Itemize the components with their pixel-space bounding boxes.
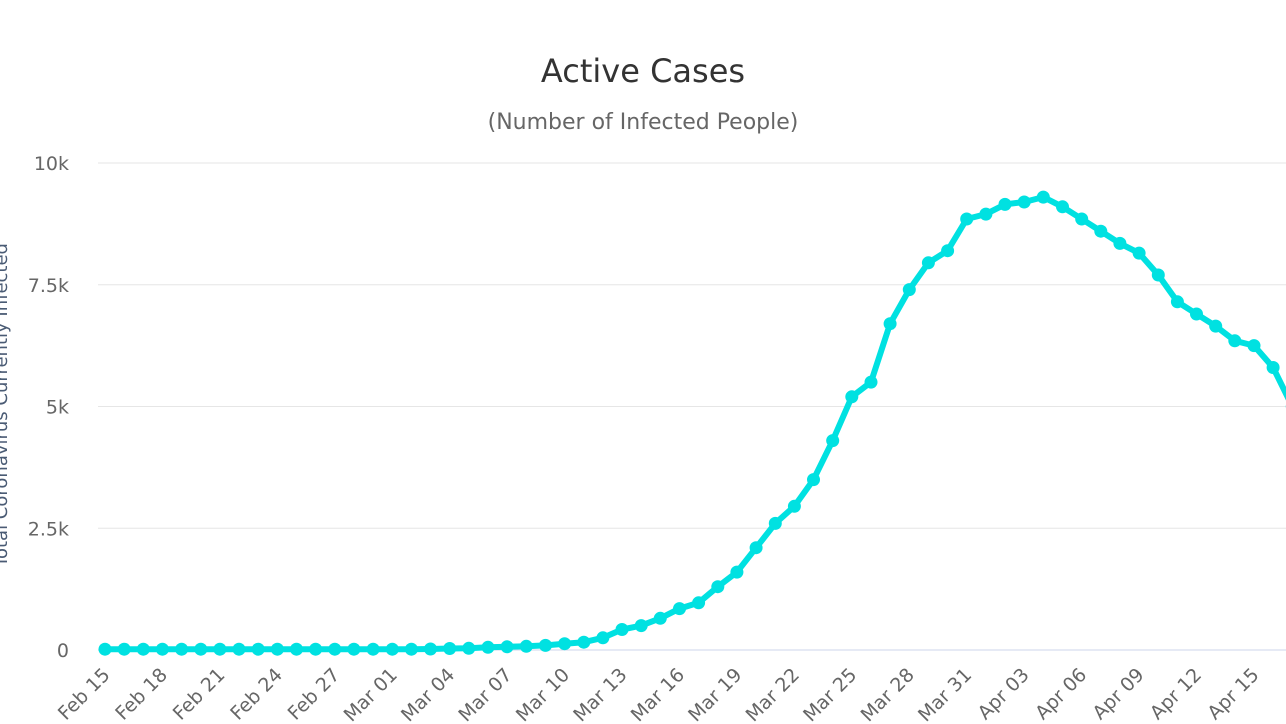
x-tick-label: Feb 27 — [284, 664, 345, 724]
y-tick-label: 0 — [57, 640, 69, 662]
y-tick-label: 7.5k — [28, 275, 69, 297]
data-point[interactable] — [653, 611, 667, 625]
series-line — [102, 194, 1286, 653]
chart-subtitle: (Number of Infected People) — [487, 110, 799, 135]
data-point[interactable] — [519, 639, 533, 653]
x-tick-label: Feb 18 — [111, 664, 172, 724]
data-point[interactable] — [309, 642, 323, 656]
data-point[interactable] — [826, 434, 840, 448]
chart-title: Active Cases — [540, 52, 746, 90]
x-tick-label: Apr 06 — [1031, 664, 1091, 724]
data-point[interactable] — [1190, 307, 1203, 321]
x-tick-label: Apr 15 — [1203, 664, 1263, 724]
y-tick-label: 10k — [34, 153, 69, 175]
data-point[interactable] — [558, 637, 572, 651]
x-tick-label: Apr 12 — [1146, 664, 1206, 724]
data-point[interactable] — [194, 642, 208, 656]
x-tick-label: Apr 09 — [1088, 664, 1148, 724]
data-point[interactable] — [385, 642, 399, 656]
y-axis-ticks: 0 2.5k 5k 7.5k 10k — [28, 153, 69, 662]
data-point[interactable] — [1266, 361, 1280, 374]
x-tick-label: Mar 07 — [454, 664, 516, 724]
data-point[interactable] — [1113, 236, 1127, 250]
data-point[interactable] — [673, 602, 686, 616]
data-point[interactable] — [481, 640, 495, 654]
data-point[interactable] — [577, 635, 591, 649]
y-tick-label: 5k — [46, 397, 69, 419]
x-tick-label: Apr 03 — [974, 664, 1034, 724]
x-tick-label: Mar 19 — [684, 664, 746, 724]
data-point[interactable] — [596, 631, 610, 645]
data-point[interactable] — [500, 640, 514, 654]
data-point[interactable] — [424, 642, 437, 656]
data-point[interactable] — [98, 642, 112, 656]
data-point[interactable] — [768, 516, 782, 530]
series-layer — [98, 190, 1286, 656]
x-tick-label: Feb 21 — [169, 664, 230, 724]
data-point[interactable] — [366, 642, 380, 656]
data-point[interactable] — [730, 565, 744, 579]
data-point[interactable] — [711, 580, 725, 594]
data-point[interactable] — [328, 642, 342, 656]
data-point[interactable] — [692, 596, 706, 610]
data-point[interactable] — [404, 642, 418, 656]
x-tick-label: Mar 22 — [742, 664, 804, 724]
data-point[interactable] — [864, 375, 878, 389]
y-tick-label: 2.5k — [28, 518, 69, 540]
x-tick-label: Mar 28 — [857, 664, 919, 724]
data-point[interactable] — [1036, 190, 1050, 204]
x-tick-label: Apr — [1282, 664, 1286, 703]
data-point[interactable] — [1094, 224, 1108, 238]
data-point[interactable] — [921, 256, 935, 270]
data-point[interactable] — [290, 642, 303, 656]
data-point[interactable] — [136, 642, 150, 656]
data-point[interactable] — [960, 212, 974, 226]
data-point[interactable] — [1170, 295, 1184, 309]
data-point[interactable] — [539, 638, 552, 652]
x-tick-label: Mar 04 — [397, 664, 459, 724]
x-tick-label: Mar 16 — [627, 664, 689, 724]
data-point[interactable] — [634, 619, 648, 633]
data-point[interactable] — [1228, 334, 1242, 348]
x-tick-label: Feb 24 — [226, 664, 287, 724]
data-point[interactable] — [1075, 212, 1089, 226]
data-point[interactable] — [998, 197, 1012, 211]
data-point[interactable] — [443, 642, 457, 655]
data-point[interactable] — [251, 642, 265, 656]
data-point[interactable] — [1017, 195, 1031, 209]
x-tick-label: Mar 31 — [914, 664, 976, 724]
data-point[interactable] — [883, 317, 897, 331]
data-point[interactable] — [1132, 246, 1146, 260]
data-point[interactable] — [1056, 200, 1069, 214]
data-point[interactable] — [749, 541, 763, 555]
data-point[interactable] — [615, 623, 629, 636]
data-point[interactable] — [1247, 339, 1261, 353]
data-point[interactable] — [807, 473, 820, 487]
data-point[interactable] — [155, 642, 169, 656]
data-point[interactable] — [979, 207, 993, 221]
data-point[interactable] — [462, 641, 476, 655]
data-point[interactable] — [232, 642, 246, 656]
x-tick-label: Mar 01 — [340, 664, 402, 724]
x-tick-label: Mar 25 — [799, 664, 861, 724]
data-point[interactable] — [1209, 319, 1223, 333]
data-point[interactable] — [787, 499, 801, 513]
data-point[interactable] — [902, 283, 916, 297]
data-point[interactable] — [270, 642, 284, 656]
data-point[interactable] — [1151, 268, 1165, 282]
data-point[interactable] — [175, 642, 189, 656]
data-point[interactable] — [347, 642, 361, 656]
data-point[interactable] — [941, 244, 955, 258]
data-point[interactable] — [117, 642, 131, 656]
x-tick-label: Mar 13 — [569, 664, 631, 724]
x-tick-label: Mar 10 — [512, 664, 574, 724]
y-axis-label: Total Coronavirus Currently Infected — [0, 243, 12, 568]
data-point[interactable] — [213, 642, 227, 656]
data-point[interactable] — [845, 390, 859, 404]
x-tick-label: Feb 15 — [54, 664, 115, 724]
